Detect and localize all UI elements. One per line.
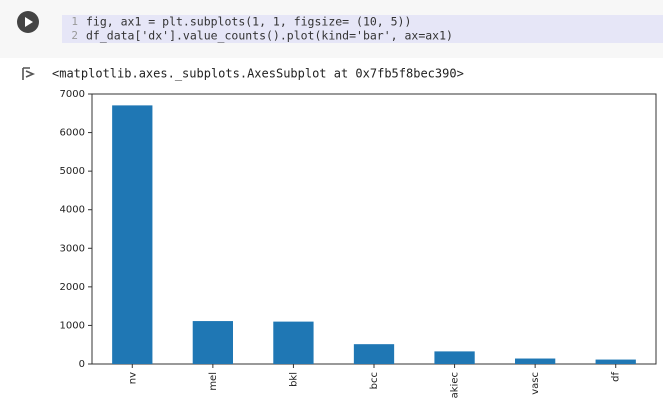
x-tick-label: bkl [288, 372, 299, 387]
bar [434, 351, 475, 364]
y-tick-label: 2000 [60, 282, 85, 293]
output-text: <matplotlib.axes._subplots.AxesSubplot a… [52, 67, 464, 81]
bar [273, 321, 314, 364]
bar [515, 358, 556, 364]
selection [62, 15, 663, 43]
y-tick-label: 0 [79, 359, 85, 370]
x-tick-label: vasc [530, 372, 541, 395]
x-tick-label: df [611, 372, 622, 382]
y-tick-label: 3000 [60, 243, 85, 254]
x-tick-label: nv [127, 372, 138, 384]
run-icon [25, 17, 33, 27]
x-tick-label: akiec [450, 372, 461, 398]
line-number: 2 [71, 29, 78, 42]
x-tick-label: mel [208, 372, 219, 391]
y-tick-label: 1000 [60, 320, 85, 331]
x-tick-label: bcc [369, 372, 380, 389]
bar [353, 344, 395, 364]
y-tick-label: 6000 [60, 128, 85, 139]
bar [112, 105, 153, 364]
output-icon [22, 67, 36, 80]
y-tick-label: 5000 [60, 166, 85, 177]
code-line: df_data['dx'].value_counts().plot(kind='… [86, 29, 453, 43]
bar [595, 359, 636, 364]
y-tick-label: 4000 [60, 205, 85, 216]
plot-frame [91, 93, 657, 365]
y-tick-label: 7000 [60, 89, 85, 100]
line-number: 1 [71, 15, 78, 28]
bar [192, 321, 233, 364]
code-line: fig, ax1 = plt.subplots(1, 1, figsize= (… [86, 15, 411, 29]
